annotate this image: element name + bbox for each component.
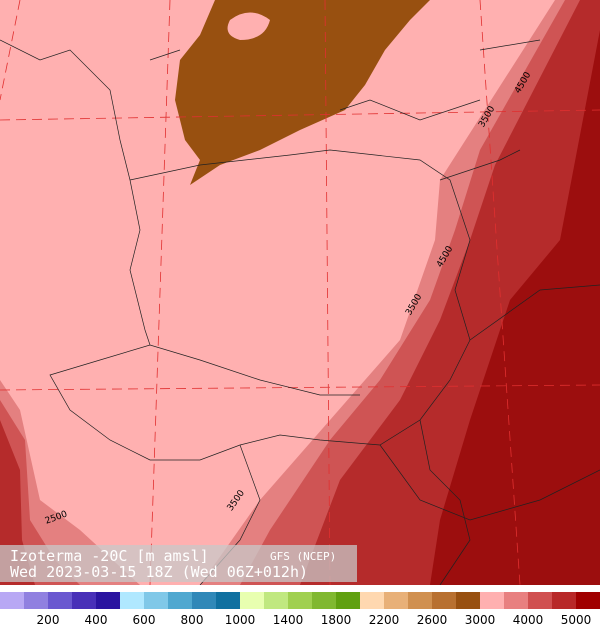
colorbar-label: 1400 [273, 613, 304, 627]
colorbar-swatch [240, 592, 264, 609]
colorbar-label: 600 [133, 613, 156, 627]
colorbar-swatch [336, 592, 360, 609]
colorbar-label: 1800 [321, 613, 352, 627]
colorbar-swatch [96, 592, 120, 609]
colorbar-swatch [552, 592, 576, 609]
colorbar-swatch [144, 592, 168, 609]
colorbar-swatch [192, 592, 216, 609]
colorbar-swatch [48, 592, 72, 609]
colorbar-swatch [216, 592, 240, 609]
colorbar-swatch [288, 592, 312, 609]
colorbar-swatch [312, 592, 336, 609]
map: 4500 3500 4500 3500 3500 2500 [0, 0, 600, 586]
colorbar-swatch [360, 592, 384, 609]
colorbar-swatch [120, 592, 144, 609]
graticule [0, 0, 600, 586]
colorbar-label: 3000 [465, 613, 496, 627]
info-box: Izoterma -20C [m amsl] GFS (NCEP) Wed 20… [0, 545, 357, 582]
colorbar: 200 400 600 800 1000 1400 1800 2200 2600 3000 4000… [0, 592, 600, 627]
colorbar-swatch [408, 592, 432, 609]
colorbar-label: 4000 [513, 613, 544, 627]
colorbar-swatch [72, 592, 96, 609]
run-time: Wed 2023-03-15 18Z (Wed 06Z+012h) [10, 563, 308, 581]
colorbar-swatch [528, 592, 552, 609]
colorbar-label: 2600 [417, 613, 448, 627]
colorbar-label: 800 [181, 613, 204, 627]
info-background [0, 545, 357, 582]
colorbar-swatch [480, 592, 504, 609]
band [0, 420, 35, 585]
source: GFS (NCEP) [270, 550, 336, 563]
colorbar-swatch [384, 592, 408, 609]
colorbar-swatch [24, 592, 48, 609]
colorbar-swatch [264, 592, 288, 609]
colorbar-swatch [504, 592, 528, 609]
colorbar-swatch [456, 592, 480, 609]
colorbar-swatch [576, 592, 600, 609]
colorbar-swatch [432, 592, 456, 609]
borders [0, 39, 600, 586]
colorbar-label: 400 [85, 613, 108, 627]
colorbar-label: 1000 [225, 613, 256, 627]
title: Izoterma -20C [m amsl] [10, 547, 209, 565]
colorbar-label: 2200 [369, 613, 400, 627]
colorbar-label: 5000 [561, 613, 592, 627]
colorbar-label: 200 [37, 613, 60, 627]
colorbar-swatch [168, 592, 192, 609]
colorbar-swatch [0, 592, 24, 609]
brown-area [175, 0, 430, 185]
